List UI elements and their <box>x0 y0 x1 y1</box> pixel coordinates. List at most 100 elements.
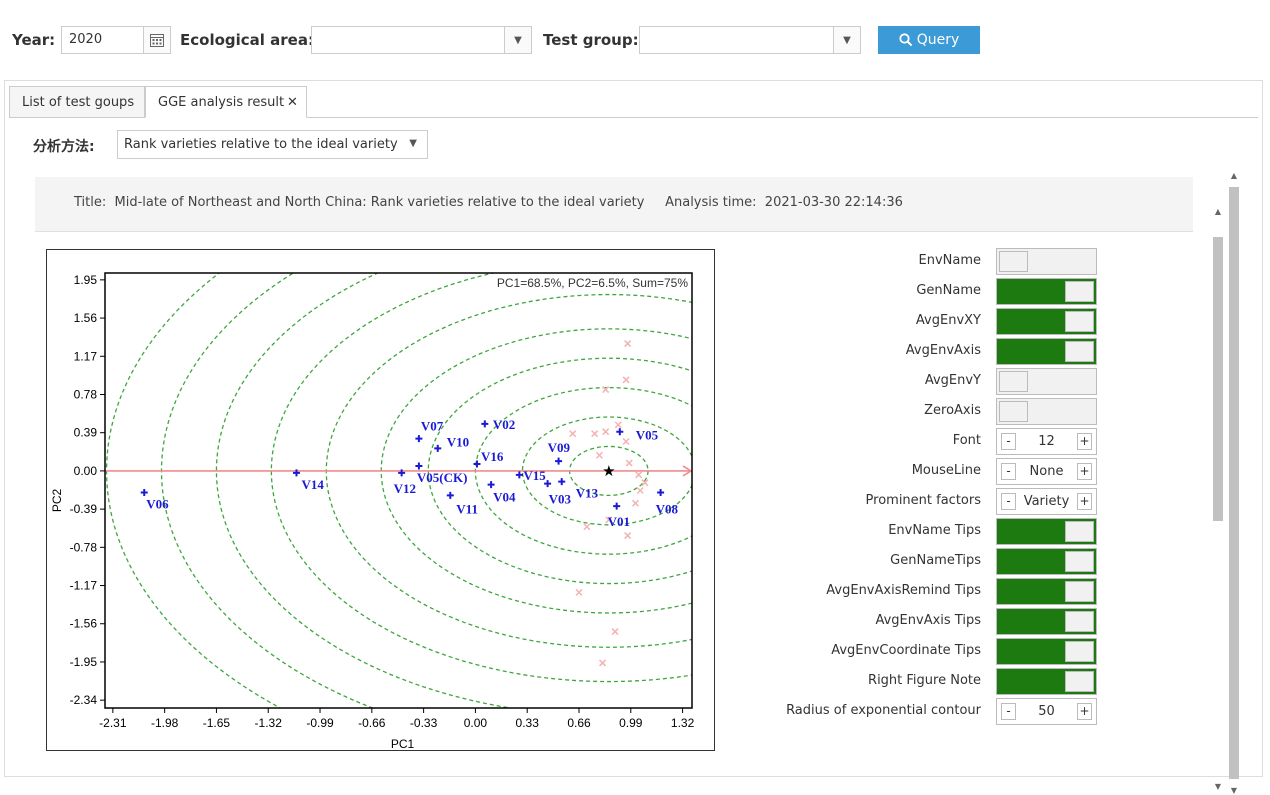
area-label: Ecological area: <box>180 31 314 49</box>
gge-chart: ★ V06 V14 V12 V07 V10 V05(CK) V11 V02 V16 V04 V15 V0… <box>46 249 715 751</box>
decrement-button[interactable]: - <box>1001 493 1016 510</box>
genotype-marker <box>292 469 300 477</box>
increment-button[interactable]: + <box>1077 433 1092 450</box>
tab-test-groups[interactable]: List of test goups <box>9 86 145 118</box>
genotype-marker <box>657 488 665 496</box>
area-select[interactable]: ▼ <box>311 26 532 54</box>
environment-marker <box>575 588 583 596</box>
toggle-knob <box>999 371 1028 392</box>
increment-button[interactable]: + <box>1077 493 1092 510</box>
method-select[interactable]: Rank varieties relative to the ideal var… <box>117 130 428 159</box>
genotype-label: V10 <box>447 434 469 449</box>
genotype-label: V14 <box>301 477 324 492</box>
environment-marker <box>635 471 643 479</box>
option-row: EnvName <box>771 247 1111 277</box>
genotype-label: V02 <box>493 417 515 432</box>
close-icon[interactable]: ✕ <box>287 94 298 110</box>
decrement-button[interactable]: - <box>1001 703 1016 720</box>
genotype-label: V16 <box>481 449 504 464</box>
group-label: Test group: <box>543 31 639 49</box>
environment-marker <box>595 451 603 459</box>
environment-marker <box>605 516 613 524</box>
year-input[interactable]: 2020 <box>61 26 171 54</box>
option-stepper: - 12 + <box>996 428 1097 455</box>
query-button-label: Query <box>916 32 960 48</box>
increment-button[interactable]: + <box>1077 463 1092 480</box>
option-toggle[interactable] <box>996 548 1097 575</box>
chevron-down-icon[interactable]: ▼ <box>504 27 531 53</box>
option-toggle[interactable] <box>996 608 1097 635</box>
option-toggle[interactable] <box>996 308 1097 335</box>
environment-marker <box>624 340 632 348</box>
option-toggle[interactable] <box>996 518 1097 545</box>
genotype-label: V05 <box>636 428 659 443</box>
genotype-marker <box>616 428 624 436</box>
option-label: Right Figure Note <box>868 673 981 688</box>
option-toggle[interactable] <box>996 338 1097 365</box>
option-toggle[interactable] <box>996 278 1097 305</box>
decrement-button[interactable]: - <box>1001 463 1016 480</box>
genotype-label: V03 <box>549 492 572 507</box>
y-tick-label: -2.34 <box>70 693 98 707</box>
toggle-knob <box>1065 521 1094 542</box>
toggle-knob <box>999 251 1028 272</box>
option-toggle[interactable] <box>996 638 1097 665</box>
group-select[interactable]: ▼ <box>639 26 861 54</box>
chevron-down-icon[interactable]: ▼ <box>833 27 860 53</box>
stepper-value[interactable]: Variety <box>1023 494 1070 509</box>
scroll-down-icon[interactable]: ▼ <box>1230 786 1238 795</box>
option-label: AvgEnvAxis Tips <box>875 613 981 628</box>
environment-marker <box>625 459 633 467</box>
concentric-contour <box>106 273 282 708</box>
scroll-up-icon[interactable]: ▲ <box>1230 171 1238 180</box>
increment-button[interactable]: + <box>1077 703 1092 720</box>
environment-marker <box>622 376 630 384</box>
scroll-thumb[interactable] <box>1213 237 1223 521</box>
scroll-down-icon[interactable]: ▼ <box>1214 782 1222 791</box>
genotype-label: V06 <box>146 496 169 511</box>
x-tick-label: -0.33 <box>410 716 438 730</box>
option-toggle[interactable] <box>996 578 1097 605</box>
tab-gge-result[interactable]: GGE analysis result ✕ <box>145 86 307 118</box>
inner-scrollbar[interactable]: ▲ ▼ <box>1211 207 1225 791</box>
genotype-label: V04 <box>493 490 516 505</box>
genotype-label: V12 <box>394 481 416 496</box>
genotype-label: V07 <box>421 419 444 434</box>
genotype-marker <box>481 420 489 428</box>
year-value: 2020 <box>69 32 103 47</box>
outer-scrollbar[interactable]: ▲ ▼ <box>1227 171 1241 795</box>
option-row: GenName <box>771 277 1111 307</box>
option-label: ZeroAxis <box>924 403 981 418</box>
option-toggle[interactable] <box>996 668 1097 695</box>
toggle-knob <box>1065 341 1094 362</box>
genotype-label: V15 <box>523 468 546 483</box>
option-label: Prominent factors <box>865 493 981 508</box>
calendar-icon[interactable] <box>143 27 170 53</box>
scroll-up-icon[interactable]: ▲ <box>1214 207 1222 216</box>
toggle-knob <box>1065 281 1094 302</box>
stepper-value[interactable]: None <box>1029 464 1064 479</box>
y-tick-label: -0.39 <box>70 502 98 516</box>
option-row: ZeroAxis <box>771 397 1111 427</box>
tab-label: GGE analysis result <box>158 94 285 110</box>
stepper-value[interactable]: 50 <box>1038 704 1055 719</box>
option-toggle[interactable] <box>996 398 1097 425</box>
chevron-down-icon: ▼ <box>409 138 417 149</box>
x-tick-label: -2.31 <box>99 716 127 730</box>
x-tick-label: 1.32 <box>671 716 695 730</box>
option-toggle[interactable] <box>996 248 1097 275</box>
option-label: MouseLine <box>911 463 981 478</box>
scroll-thumb[interactable] <box>1229 187 1239 779</box>
y-tick-label: 0.00 <box>74 464 98 478</box>
stepper-value[interactable]: 12 <box>1038 434 1055 449</box>
option-toggle[interactable] <box>996 368 1097 395</box>
year-label: Year: <box>12 31 56 49</box>
main-panel: List of test goups GGE analysis result ✕… <box>4 80 1263 795</box>
genotype-label: V13 <box>576 486 599 501</box>
option-label: EnvName Tips <box>888 523 981 538</box>
query-button[interactable]: Query <box>878 26 980 54</box>
decrement-button[interactable]: - <box>1001 433 1016 450</box>
y-tick-label: -1.17 <box>70 579 98 593</box>
x-tick-label: 0.33 <box>516 716 540 730</box>
y-tick-label: -1.56 <box>70 617 98 631</box>
